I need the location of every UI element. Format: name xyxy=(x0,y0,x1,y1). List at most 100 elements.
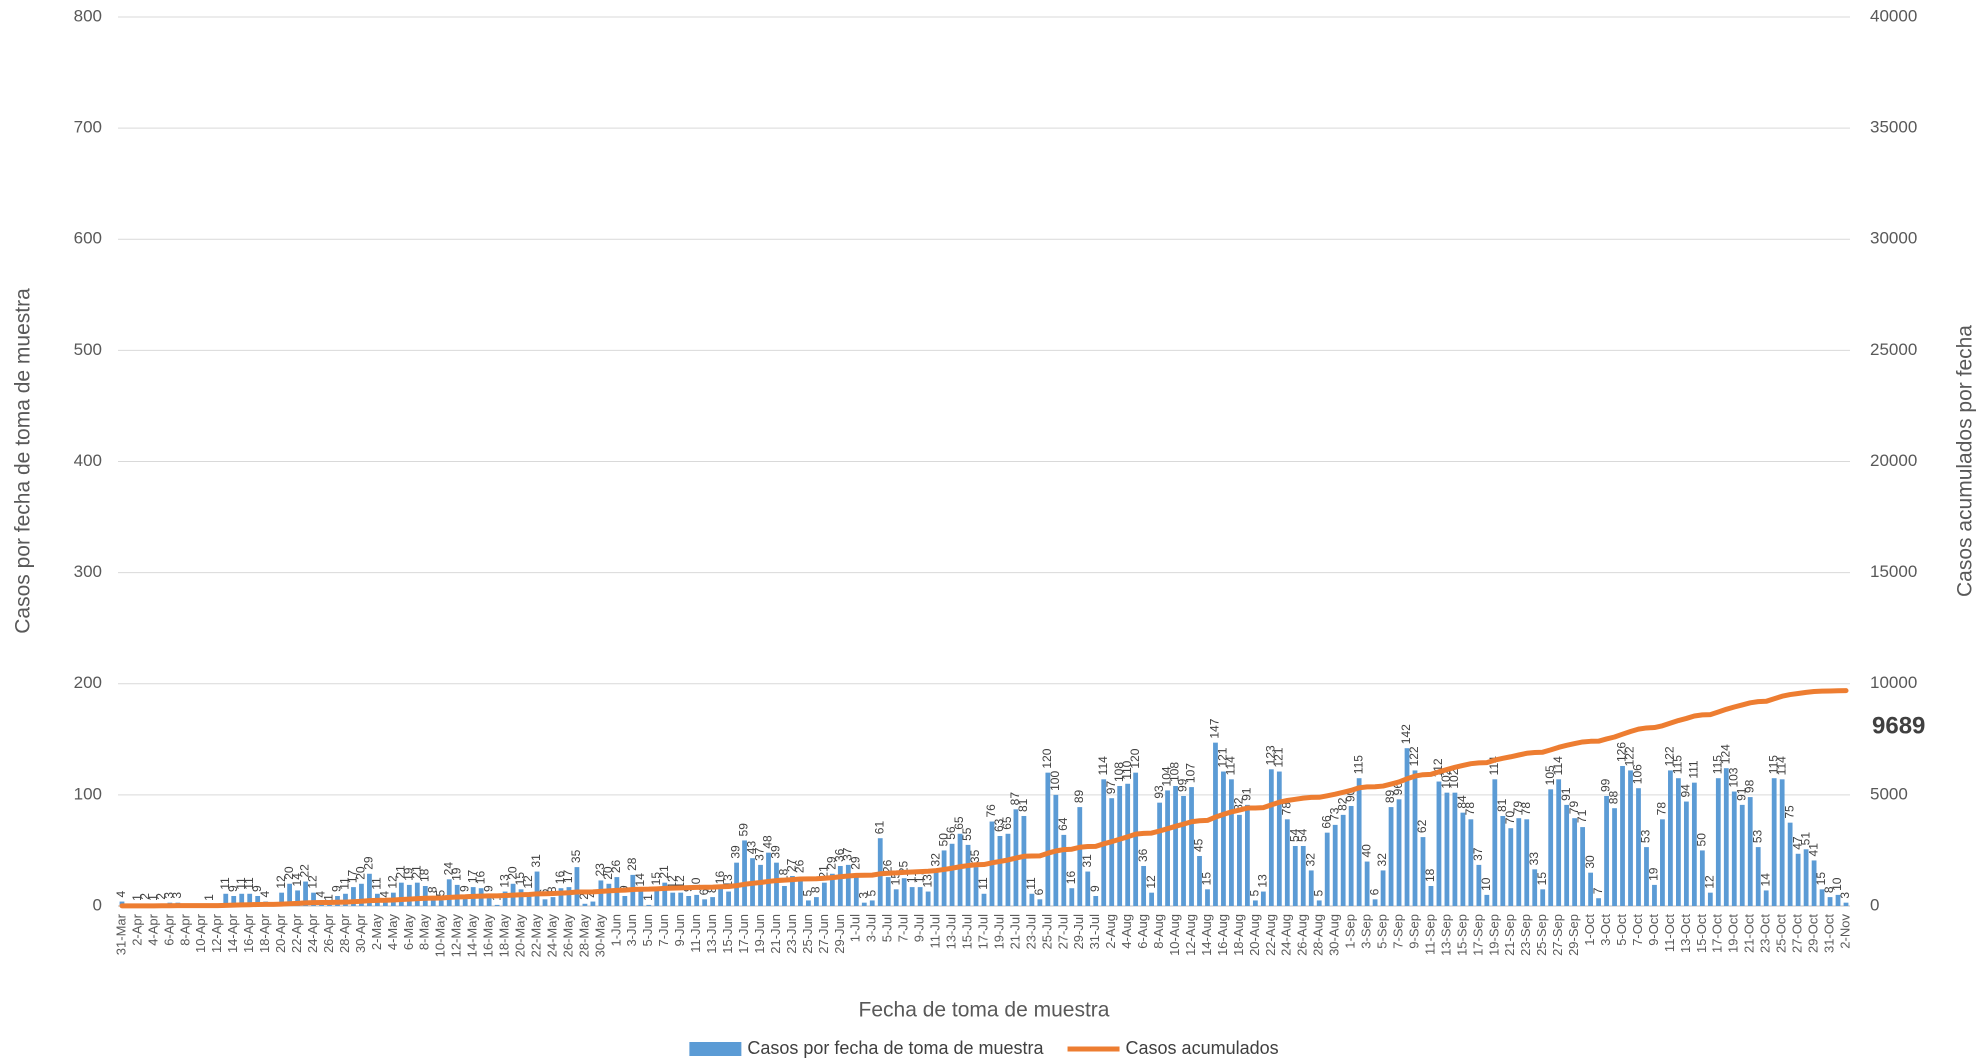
bar xyxy=(303,881,308,906)
bar xyxy=(885,877,891,906)
data-label: 30 xyxy=(1583,855,1597,869)
bar xyxy=(1404,748,1410,906)
bar xyxy=(1133,772,1139,906)
bar xyxy=(1141,865,1147,906)
x-tick-label: 27-Sep xyxy=(1550,914,1565,956)
x-tick-label: 18-Aug xyxy=(1231,914,1246,956)
data-label: 93 xyxy=(1152,785,1166,799)
data-label: 50 xyxy=(1695,833,1709,847)
y-tick-label: 400 xyxy=(74,451,102,470)
bar xyxy=(1061,834,1067,906)
data-label: 6 xyxy=(697,888,711,895)
bar xyxy=(1332,824,1338,906)
bar xyxy=(949,843,955,906)
x-tick-label: 6-Aug xyxy=(1135,914,1150,949)
data-label: 70 xyxy=(1503,811,1517,825)
x-tick-label: 22-May xyxy=(528,914,543,958)
x-tick-label: 25-Jul xyxy=(1039,914,1054,950)
data-label: 12 xyxy=(1702,875,1716,889)
data-label: 102 xyxy=(1447,768,1461,788)
x-tick-label: 13-Sep xyxy=(1438,914,1453,956)
data-label: 12 xyxy=(274,875,288,889)
x-tick-label: 23-Jul xyxy=(1023,914,1038,950)
bar xyxy=(1779,779,1785,906)
x-tick-label: 31-Jul xyxy=(1087,914,1102,950)
x-tick-label: 14-May xyxy=(465,914,480,958)
data-label: 78 xyxy=(1279,802,1293,816)
data-label: 16 xyxy=(473,871,487,885)
x-tick-label: 28-May xyxy=(576,914,591,958)
bar xyxy=(1731,791,1737,906)
data-label: 18 xyxy=(1423,868,1437,882)
data-label: 65 xyxy=(952,816,966,830)
x-tick-label: 24-Apr xyxy=(305,913,320,953)
data-label: 6 xyxy=(1032,888,1046,895)
data-label: 4 xyxy=(114,891,128,898)
data-label: 13 xyxy=(497,874,511,888)
data-label: 51 xyxy=(1798,832,1812,846)
y-tick-label: 200 xyxy=(74,673,102,692)
data-label: 114 xyxy=(1774,756,1788,775)
bar xyxy=(909,887,915,906)
y2-tick-label: 25000 xyxy=(1870,340,1917,359)
x-tick-label: 1-Jul xyxy=(848,914,863,942)
data-label: 75 xyxy=(1782,805,1796,819)
data-label: 33 xyxy=(1527,852,1541,866)
data-label: 20 xyxy=(282,866,296,880)
bar xyxy=(1436,781,1442,906)
bar xyxy=(1596,898,1601,906)
data-label: 120 xyxy=(1128,748,1142,768)
x-tick-label: 31-Mar xyxy=(113,913,128,955)
y-tick-label: 500 xyxy=(74,340,102,359)
data-label: 16 xyxy=(553,871,567,885)
bar xyxy=(1165,790,1170,906)
data-label: 39 xyxy=(769,845,783,859)
x-tick-label: 28-Apr xyxy=(337,913,352,953)
x-tick-label: 18-May xyxy=(497,914,512,958)
x-tick-label: 2-Aug xyxy=(1103,914,1118,949)
x-tick-label: 25-Sep xyxy=(1534,914,1549,956)
x-tick-label: 8-May xyxy=(417,914,432,951)
data-label: 35 xyxy=(968,849,982,863)
bar xyxy=(742,840,747,906)
bar xyxy=(1364,861,1370,906)
y-tick-label: 700 xyxy=(74,118,102,137)
x-tick-label: 9-Oct xyxy=(1646,914,1661,946)
x-tick-label: 26-Apr xyxy=(321,913,336,953)
bar xyxy=(869,900,875,906)
x-tick-label: 21-Sep xyxy=(1502,914,1517,956)
x-tick-label: 29-Oct xyxy=(1806,914,1821,953)
bar xyxy=(1452,792,1458,906)
bar xyxy=(1021,815,1027,906)
data-label: 78 xyxy=(1519,802,1533,816)
data-label: 3 xyxy=(856,892,870,899)
data-label: 16 xyxy=(713,871,727,885)
x-tick-label: 9-Jul xyxy=(912,914,927,942)
data-label: 26 xyxy=(793,859,807,873)
bar xyxy=(1811,860,1817,906)
data-label: 11 xyxy=(338,877,352,890)
data-label: 108 xyxy=(1168,762,1182,782)
bar xyxy=(223,893,229,906)
bar xyxy=(1396,799,1402,906)
x-tick-label: 30-May xyxy=(592,914,607,958)
data-label: 9 xyxy=(457,885,471,892)
data-label: 26 xyxy=(880,859,894,873)
x-tick-label: 4-May xyxy=(385,914,400,951)
data-label: 37 xyxy=(753,847,767,861)
bar xyxy=(430,897,436,906)
data-label: 13 xyxy=(920,874,934,888)
bar xyxy=(582,903,588,906)
bar xyxy=(255,895,261,906)
x-tick-label: 1-Jun xyxy=(608,914,623,947)
x-tick-label: 15-Jun xyxy=(720,914,735,954)
bar xyxy=(1324,832,1330,906)
bar xyxy=(247,893,253,906)
data-label: 11 xyxy=(370,877,384,890)
x-tick-label: 7-Jul xyxy=(896,914,911,942)
bar xyxy=(1835,894,1841,906)
x-tick-label: 26-May xyxy=(560,914,575,958)
data-label: 99 xyxy=(1599,778,1613,792)
bar xyxy=(1093,895,1099,906)
data-label: 115 xyxy=(1710,755,1724,774)
